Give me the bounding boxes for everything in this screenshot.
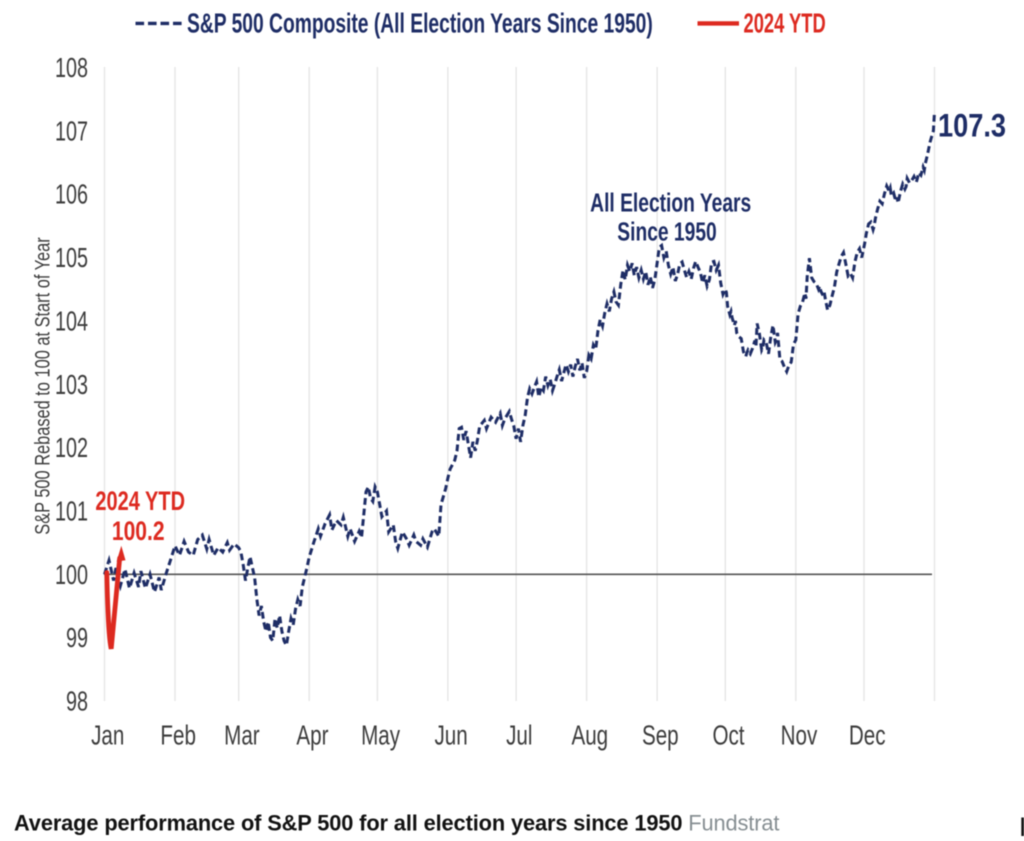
svg-text:May: May — [361, 721, 401, 752]
svg-text:105: 105 — [55, 243, 88, 274]
svg-text:S&P 500 Composite (All Electio: S&P 500 Composite (All Election Years Si… — [187, 8, 653, 39]
svg-text:Apr: Apr — [296, 721, 328, 752]
svg-text:Feb: Feb — [160, 721, 196, 752]
svg-text:Nov: Nov — [781, 721, 818, 752]
svg-text:107.3: 107.3 — [938, 108, 1006, 144]
svg-text:Jan: Jan — [91, 721, 124, 752]
svg-text:107: 107 — [55, 116, 88, 147]
svg-text:99: 99 — [66, 623, 88, 654]
svg-text:106: 106 — [55, 180, 88, 211]
svg-text:98: 98 — [66, 686, 88, 717]
svg-text:104: 104 — [55, 306, 88, 337]
svg-text:Dec: Dec — [849, 721, 886, 752]
svg-text:100.2: 100.2 — [112, 517, 165, 547]
svg-text:Sep: Sep — [642, 721, 679, 752]
svg-text:103: 103 — [55, 370, 88, 401]
svg-text:100: 100 — [55, 560, 88, 591]
svg-text:Oct: Oct — [712, 721, 744, 752]
svg-text:2024 YTD: 2024 YTD — [744, 9, 826, 40]
svg-text:108: 108 — [55, 53, 88, 84]
svg-text:Since 1950: Since 1950 — [617, 217, 716, 247]
svg-text:102: 102 — [55, 433, 88, 464]
svg-text:Mar: Mar — [224, 721, 260, 752]
svg-text:Jul: Jul — [506, 721, 532, 752]
svg-text:Jun: Jun — [434, 721, 467, 752]
svg-text:Average performance of S&P 500: Average performance of S&P 500 for all e… — [14, 811, 779, 836]
svg-text:2024 YTD: 2024 YTD — [95, 486, 185, 517]
svg-text:Aug: Aug — [571, 721, 608, 752]
svg-text:S&P 500 Rebased to 100 at Star: S&P 500 Rebased to 100 at Start of Year — [30, 237, 53, 534]
svg-text:101: 101 — [55, 496, 88, 527]
svg-text:All Election Years: All Election Years — [590, 188, 751, 218]
